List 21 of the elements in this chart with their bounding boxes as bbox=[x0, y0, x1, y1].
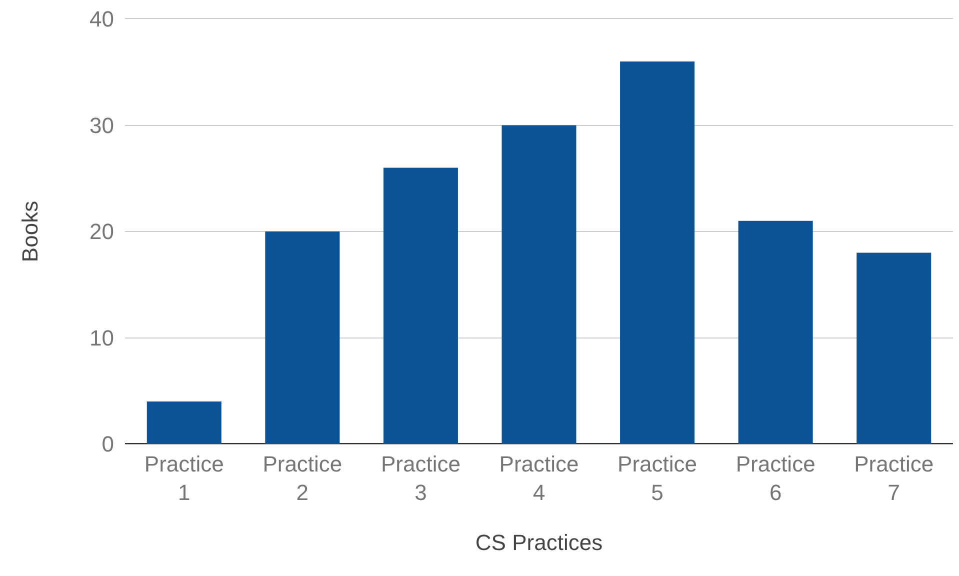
bar bbox=[383, 168, 458, 444]
x-tick-label: Practice 7 bbox=[854, 451, 934, 505]
y-tick-label: 0 bbox=[102, 432, 114, 457]
y-tick-label: 20 bbox=[90, 219, 114, 244]
bar bbox=[738, 220, 813, 444]
x-tick-label: Practice 3 bbox=[380, 451, 460, 505]
x-tick-label: Practice 5 bbox=[618, 451, 698, 505]
y-axis-title: Books bbox=[17, 200, 42, 262]
x-tick-label: Practice 1 bbox=[144, 451, 224, 505]
bar bbox=[502, 125, 576, 444]
bar bbox=[265, 232, 340, 444]
y-tick-label: 10 bbox=[90, 325, 114, 350]
bar bbox=[856, 252, 932, 444]
y-tick-label: 40 bbox=[90, 6, 114, 32]
x-tick-label: Practice 6 bbox=[736, 451, 816, 505]
x-axis-title: CS Practices bbox=[475, 530, 603, 555]
x-tick-label: Practice 4 bbox=[499, 451, 579, 505]
y-tick-label: 30 bbox=[90, 112, 114, 138]
bar bbox=[620, 62, 695, 444]
bar bbox=[146, 402, 222, 444]
x-tick-label: Practice 2 bbox=[262, 451, 342, 505]
